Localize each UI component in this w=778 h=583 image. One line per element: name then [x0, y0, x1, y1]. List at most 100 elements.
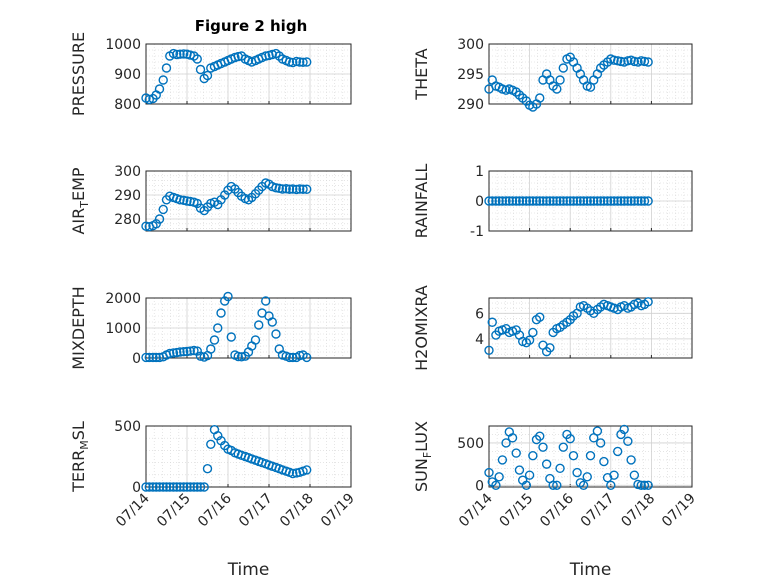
data-point [195, 482, 206, 492]
data-point [172, 482, 182, 492]
data-point [531, 196, 542, 206]
data-point [643, 57, 653, 67]
data-point [623, 196, 633, 206]
y-tick-label: 900 [114, 67, 141, 83]
data-point [494, 196, 504, 206]
x-tick-label: 07/19 [318, 491, 358, 531]
data-point [552, 480, 562, 491]
data-point [144, 94, 154, 105]
data-point [291, 56, 302, 67]
data-point [141, 352, 151, 363]
y-axis-label: RAINFALL [412, 164, 431, 239]
y-tick-label: 0 [132, 480, 141, 496]
data-point [484, 345, 494, 356]
data-point [271, 183, 281, 193]
data-point [609, 470, 619, 480]
data-point [144, 352, 154, 363]
data-point [209, 335, 220, 345]
subplot-sun-flux: 07/14 07/15 07/16 07/17 07/18 07/19 0 500 SUNFLU… [412, 421, 699, 530]
axes-frame [488, 425, 693, 488]
data-point [562, 196, 572, 206]
data-point [629, 196, 640, 206]
data-point [494, 472, 504, 482]
data-point [623, 56, 633, 66]
data-point [609, 55, 619, 65]
data-point [267, 317, 277, 327]
data-point [484, 467, 494, 478]
data-point [236, 352, 247, 362]
data-point [555, 75, 565, 85]
data-point [141, 221, 151, 231]
y-axis-label: H2OMIXRA [412, 285, 431, 371]
y-tick-label: 1000 [105, 321, 141, 337]
data-point [541, 459, 552, 469]
data-point [552, 84, 562, 94]
data-point [199, 482, 209, 492]
data-point [575, 196, 586, 206]
data-point [626, 455, 636, 465]
data-point [497, 455, 508, 465]
data-point [514, 465, 525, 475]
x-tick-label: 07/14 [456, 490, 496, 530]
data-point [185, 482, 195, 492]
data-point [619, 196, 629, 206]
data-point [535, 93, 545, 103]
y-tick-label: 1 [475, 164, 484, 180]
data-point [261, 296, 271, 306]
data-point [179, 347, 189, 357]
y-tick-label: 290 [114, 188, 141, 204]
x-tick-label: 07/16 [195, 490, 235, 530]
y-tick-label: 300 [114, 164, 141, 180]
data-point [165, 482, 175, 492]
subplot-rainfall: -1 0 1 RAINFALL [412, 164, 693, 240]
data-point [501, 196, 511, 206]
y-tick-label: -1 [470, 224, 484, 240]
data-point [195, 351, 206, 361]
data-point [172, 49, 182, 60]
subplot-mixdepth: 0 1000 2000 MIXDEPTH [69, 286, 352, 370]
data-point [521, 196, 532, 206]
data-point [524, 196, 535, 206]
x-tick-label: 07/17 [578, 491, 618, 531]
data-point [636, 480, 646, 491]
data-point [572, 467, 582, 478]
data-point [633, 196, 643, 206]
data-point [595, 438, 606, 448]
data-point [565, 196, 575, 206]
data-point [271, 329, 281, 339]
subplot-terr-msl: 07/14 07/15 07/16 07/17 07/18 07/19 0 500 TERRMS… [69, 419, 358, 530]
y-tick-label: 500 [457, 436, 484, 452]
data-point [643, 196, 653, 206]
data-point [616, 196, 626, 206]
data-point [626, 196, 636, 206]
data-point [545, 343, 555, 353]
data-point [636, 56, 646, 66]
axes-frame [488, 170, 693, 232]
data-point [511, 448, 521, 458]
data-point [535, 312, 545, 322]
y-tick-label: 290 [457, 97, 484, 113]
data-point [284, 57, 295, 67]
data-point [179, 49, 189, 59]
data-point [216, 308, 226, 318]
data-point [514, 196, 525, 206]
data-point [148, 482, 158, 492]
axes-frame [145, 425, 352, 488]
y-tick-label: 0 [475, 478, 484, 494]
data-point [585, 196, 596, 206]
data-point [643, 480, 653, 491]
data-point [602, 196, 613, 206]
subplot-air-temp: 280 290 300 AIRTEMP [69, 164, 352, 235]
data-point [613, 446, 623, 457]
data-point [639, 56, 650, 67]
data-point [585, 450, 596, 461]
data-point [636, 196, 646, 206]
data-point [555, 463, 565, 474]
data-point [158, 75, 168, 85]
axes-frame [488, 43, 693, 105]
data-point [206, 344, 216, 354]
data-point [528, 327, 538, 338]
data-point [595, 196, 606, 206]
data-point [565, 434, 575, 444]
x-axis-label: Time [569, 560, 612, 580]
